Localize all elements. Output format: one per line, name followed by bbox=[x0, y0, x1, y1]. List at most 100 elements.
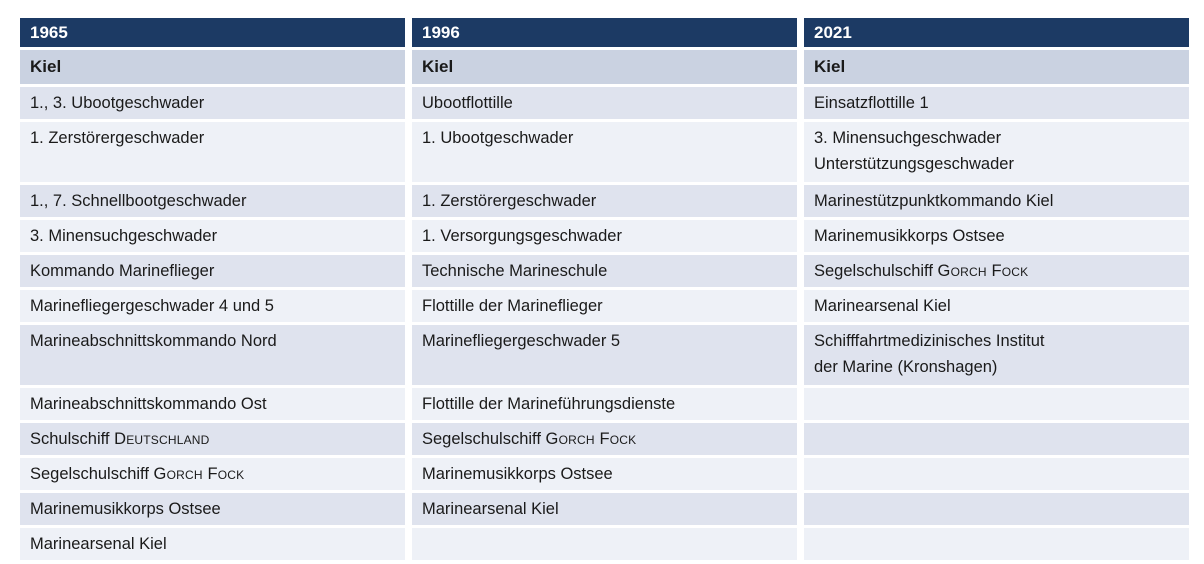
ship-name-smallcaps: Deutschland bbox=[114, 430, 210, 448]
table-cell: Flottille der Marineflieger bbox=[412, 290, 797, 322]
location-header-kiel-3: Kiel bbox=[804, 50, 1189, 84]
table-row: Marineabschnittskommando Ost Flottille de… bbox=[20, 388, 1189, 420]
unit-name-line: Marineabschnittskommando Nord bbox=[30, 328, 395, 354]
table-cell bbox=[804, 423, 1189, 455]
unit-name: Segelschulschiff bbox=[814, 262, 938, 280]
location-header-kiel-2: Kiel bbox=[412, 50, 797, 84]
unit-name: Marinearsenal Kiel bbox=[422, 500, 559, 518]
unit-name-line: Marinemusikkorps Ostsee bbox=[814, 223, 1179, 249]
unit-name-line: Marinemusikkorps Ostsee bbox=[30, 496, 395, 522]
garrison-comparison-table: 1965 1996 2021 Kiel Kiel Kiel 1., 3. Ubo… bbox=[13, 15, 1196, 563]
year-header-1996: 1996 bbox=[412, 18, 797, 47]
ship-name-smallcaps: Gorch Fock bbox=[937, 262, 1029, 280]
unit-name-line: Marinefliegergeschwader 4 und 5 bbox=[30, 293, 395, 319]
unit-name-line: der Marine (Kronshagen) bbox=[814, 354, 1179, 380]
unit-name-line: Segelschulschiff Gorch Fock bbox=[814, 258, 1179, 284]
year-header-1965: 1965 bbox=[20, 18, 405, 47]
unit-name-line: Marinearsenal Kiel bbox=[814, 293, 1179, 319]
unit-name: 3. Minensuchgeschwader bbox=[30, 227, 218, 245]
table-cell: Marineabschnittskommando Nord bbox=[20, 325, 405, 385]
unit-name-line: Segelschulschiff Gorch Fock bbox=[30, 461, 395, 487]
unit-name-line: 1. Zerstörergeschwader bbox=[422, 188, 787, 214]
table-row: 1. Zerstörergeschwader 1. Ubootgeschwader… bbox=[20, 122, 1189, 182]
table-cell: 1. Zerstörergeschwader bbox=[412, 185, 797, 217]
table-row: 3. Minensuchgeschwader 1. Versorgungsgesc… bbox=[20, 220, 1189, 252]
unit-name: Marinefliegergeschwader 4 und 5 bbox=[30, 297, 274, 315]
table-cell bbox=[804, 458, 1189, 490]
table-cell: Marinearsenal Kiel bbox=[20, 528, 405, 560]
unit-name: 3. Minensuchgeschwader bbox=[814, 129, 1002, 147]
unit-name-line: 3. Minensuchgeschwader bbox=[30, 223, 395, 249]
ship-name-smallcaps: Gorch Fock bbox=[153, 465, 245, 483]
table-body: 1., 3. Ubootgeschwader Ubootflottille Eins… bbox=[20, 87, 1189, 560]
unit-name-line: Kommando Marineflieger bbox=[30, 258, 395, 284]
unit-name: 1., 7. Schnellbootgeschwader bbox=[30, 192, 247, 210]
table-header: 1965 1996 2021 Kiel Kiel Kiel bbox=[20, 18, 1189, 84]
unit-name-line: Schifffahrtmedizinisches Institut bbox=[814, 328, 1179, 354]
unit-name-line: Marineabschnittskommando Ost bbox=[30, 391, 395, 417]
table-row: Marineabschnittskommando Nord Marineflieg… bbox=[20, 325, 1189, 385]
unit-name-line: Segelschulschiff Gorch Fock bbox=[422, 426, 787, 452]
unit-name: der Marine (Kronshagen) bbox=[814, 358, 998, 376]
unit-name-line: Marinearsenal Kiel bbox=[422, 496, 787, 522]
table-cell: Schulschiff Deutschland bbox=[20, 423, 405, 455]
unit-name-line: 1., 7. Schnellbootgeschwader bbox=[30, 188, 395, 214]
unit-name: Marinefliegergeschwader 5 bbox=[422, 332, 621, 350]
unit-name: 1. Zerstörergeschwader bbox=[30, 129, 205, 147]
unit-name-line: Technische Marineschule bbox=[422, 258, 787, 284]
table-cell: Einsatzflottille 1 bbox=[804, 87, 1189, 119]
table-row: Segelschulschiff Gorch Fock Marinemusikko… bbox=[20, 458, 1189, 490]
table-cell: 1. Ubootgeschwader bbox=[412, 122, 797, 182]
table-cell: 3. Minensuchgeschwader bbox=[20, 220, 405, 252]
unit-name: Flottille der Marineführungsdienste bbox=[422, 395, 676, 413]
year-header-row: 1965 1996 2021 bbox=[20, 18, 1189, 47]
unit-name-line: Schulschiff Deutschland bbox=[30, 426, 395, 452]
table-cell: 1., 3. Ubootgeschwader bbox=[20, 87, 405, 119]
garrison-table-container: 1965 1996 2021 Kiel Kiel Kiel 1., 3. Ubo… bbox=[13, 15, 1196, 563]
table-cell: Marinefliegergeschwader 5 bbox=[412, 325, 797, 385]
table-cell: Segelschulschiff Gorch Fock bbox=[20, 458, 405, 490]
unit-name: Marinestützpunktkommando Kiel bbox=[814, 192, 1054, 210]
unit-name: Schulschiff bbox=[30, 430, 115, 448]
unit-name: Marinearsenal Kiel bbox=[30, 535, 167, 553]
table-cell: Segelschulschiff Gorch Fock bbox=[804, 255, 1189, 287]
unit-name-line: Flottille der Marineführungsdienste bbox=[422, 391, 787, 417]
table-cell bbox=[804, 493, 1189, 525]
table-cell: Marinearsenal Kiel bbox=[412, 493, 797, 525]
unit-name: Marineabschnittskommando Nord bbox=[30, 332, 277, 350]
unit-name: 1. Zerstörergeschwader bbox=[422, 192, 597, 210]
table-cell: Marinearsenal Kiel bbox=[804, 290, 1189, 322]
unit-name: Technische Marineschule bbox=[422, 262, 608, 280]
unit-name-line: Marinemusikkorps Ostsee bbox=[422, 461, 787, 487]
unit-name: Marinearsenal Kiel bbox=[814, 297, 951, 315]
table-cell: Marinemusikkorps Ostsee bbox=[20, 493, 405, 525]
unit-name-line: 3. Minensuchgeschwader bbox=[814, 125, 1179, 151]
unit-name: Segelschulschiff bbox=[30, 465, 154, 483]
unit-name-line: Marinefliegergeschwader 5 bbox=[422, 328, 787, 354]
table-cell: Flottille der Marineführungsdienste bbox=[412, 388, 797, 420]
table-row: Marinearsenal Kiel bbox=[20, 528, 1189, 560]
table-cell: 1. Zerstörergeschwader bbox=[20, 122, 405, 182]
unit-name: Marinemusikkorps Ostsee bbox=[814, 227, 1005, 245]
table-cell: Schifffahrtmedizinisches Institut der Mar… bbox=[804, 325, 1189, 385]
unit-name: Flottille der Marineflieger bbox=[422, 297, 603, 315]
table-row: Schulschiff Deutschland Segelschulschiff … bbox=[20, 423, 1189, 455]
unit-name: 1. Ubootgeschwader bbox=[422, 129, 574, 147]
unit-name-line: Flottille der Marineflieger bbox=[422, 293, 787, 319]
ship-name-smallcaps: Gorch Fock bbox=[545, 430, 637, 448]
table-cell: Marineabschnittskommando Ost bbox=[20, 388, 405, 420]
unit-name: Marinemusikkorps Ostsee bbox=[30, 500, 221, 518]
table-row: 1., 7. Schnellbootgeschwader 1. Zerstörer… bbox=[20, 185, 1189, 217]
unit-name-line: 1. Versorgungsgeschwader bbox=[422, 223, 787, 249]
unit-name: Schifffahrtmedizinisches Institut bbox=[814, 332, 1045, 350]
table-row: Kommando Marineflieger Technische Marines… bbox=[20, 255, 1189, 287]
unit-name: Unterstützungsgeschwader bbox=[814, 155, 1014, 173]
table-cell bbox=[412, 528, 797, 560]
table-row: 1., 3. Ubootgeschwader Ubootflottille Eins… bbox=[20, 87, 1189, 119]
unit-name: Marinemusikkorps Ostsee bbox=[422, 465, 613, 483]
unit-name: Segelschulschiff bbox=[422, 430, 546, 448]
unit-name: Ubootflottille bbox=[422, 94, 513, 112]
table-cell: 1., 7. Schnellbootgeschwader bbox=[20, 185, 405, 217]
table-cell: Marinestützpunktkommando Kiel bbox=[804, 185, 1189, 217]
year-header-2021: 2021 bbox=[804, 18, 1189, 47]
